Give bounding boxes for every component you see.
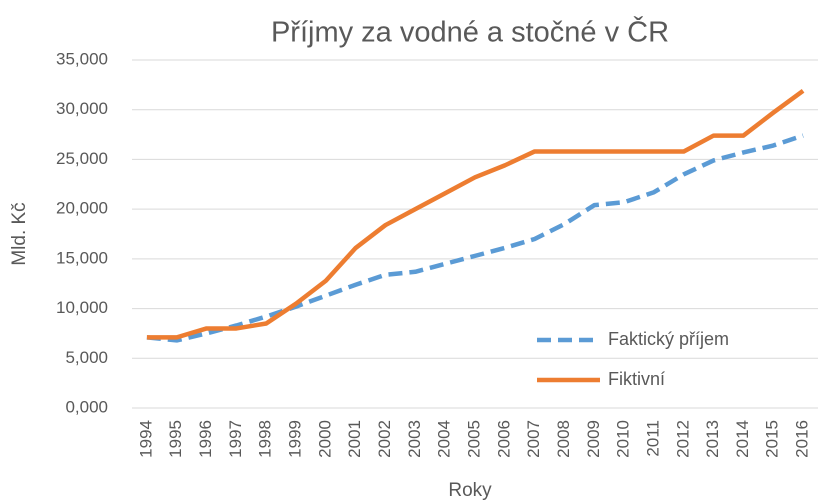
x-tick-label: 2007 (524, 420, 543, 458)
x-tick-label: 2001 (345, 420, 364, 458)
x-tick-label: 2005 (464, 420, 483, 458)
x-tick-label: 2014 (733, 420, 752, 458)
y-tick-label: 35,000 (56, 49, 108, 68)
x-tick-label: 2006 (494, 420, 513, 458)
x-tick-label: 2016 (793, 420, 812, 458)
x-tick-label: 1994 (136, 420, 155, 458)
x-tick-label: 2013 (703, 420, 722, 458)
x-tick-label: 2002 (375, 420, 394, 458)
x-tick-label: 2010 (614, 420, 633, 458)
x-axis-title: Roky (448, 480, 492, 501)
legend-label: Faktický příjem (608, 329, 729, 349)
line-series (146, 133, 804, 343)
y-tick-label: 30,000 (56, 99, 108, 118)
y-tick-label: 10,000 (56, 298, 108, 317)
y-tick-label: 25,000 (56, 149, 108, 168)
y-tick-label: 5,000 (65, 348, 108, 367)
y-tick-label: 0,000 (65, 397, 108, 416)
x-tick-label: 2011 (643, 420, 662, 457)
x-tick-label: 1999 (286, 420, 305, 458)
y-tick-label: 20,000 (56, 199, 108, 218)
x-tick-label: 2009 (584, 420, 603, 458)
x-tick-label: 2015 (763, 420, 782, 458)
x-tick-label: 1995 (166, 420, 185, 458)
x-tick-label: 2003 (405, 420, 424, 458)
y-tick-label: 15,000 (56, 248, 108, 267)
x-tick-label: 1998 (256, 420, 275, 458)
chart-title: Příjmy za vodné a stočné v ČR (271, 15, 669, 49)
x-tick-label: 2012 (673, 420, 692, 458)
legend-label: Fiktivní (608, 369, 665, 389)
x-tick-label: 2000 (315, 420, 334, 458)
line-series (146, 89, 805, 340)
x-tick-label: 1997 (226, 420, 245, 458)
x-tick-label: 1996 (196, 420, 215, 458)
x-tick-label: 2004 (435, 420, 454, 458)
x-tick-label: 2008 (554, 420, 573, 458)
y-axis-title: Mld. Kč (9, 202, 30, 265)
